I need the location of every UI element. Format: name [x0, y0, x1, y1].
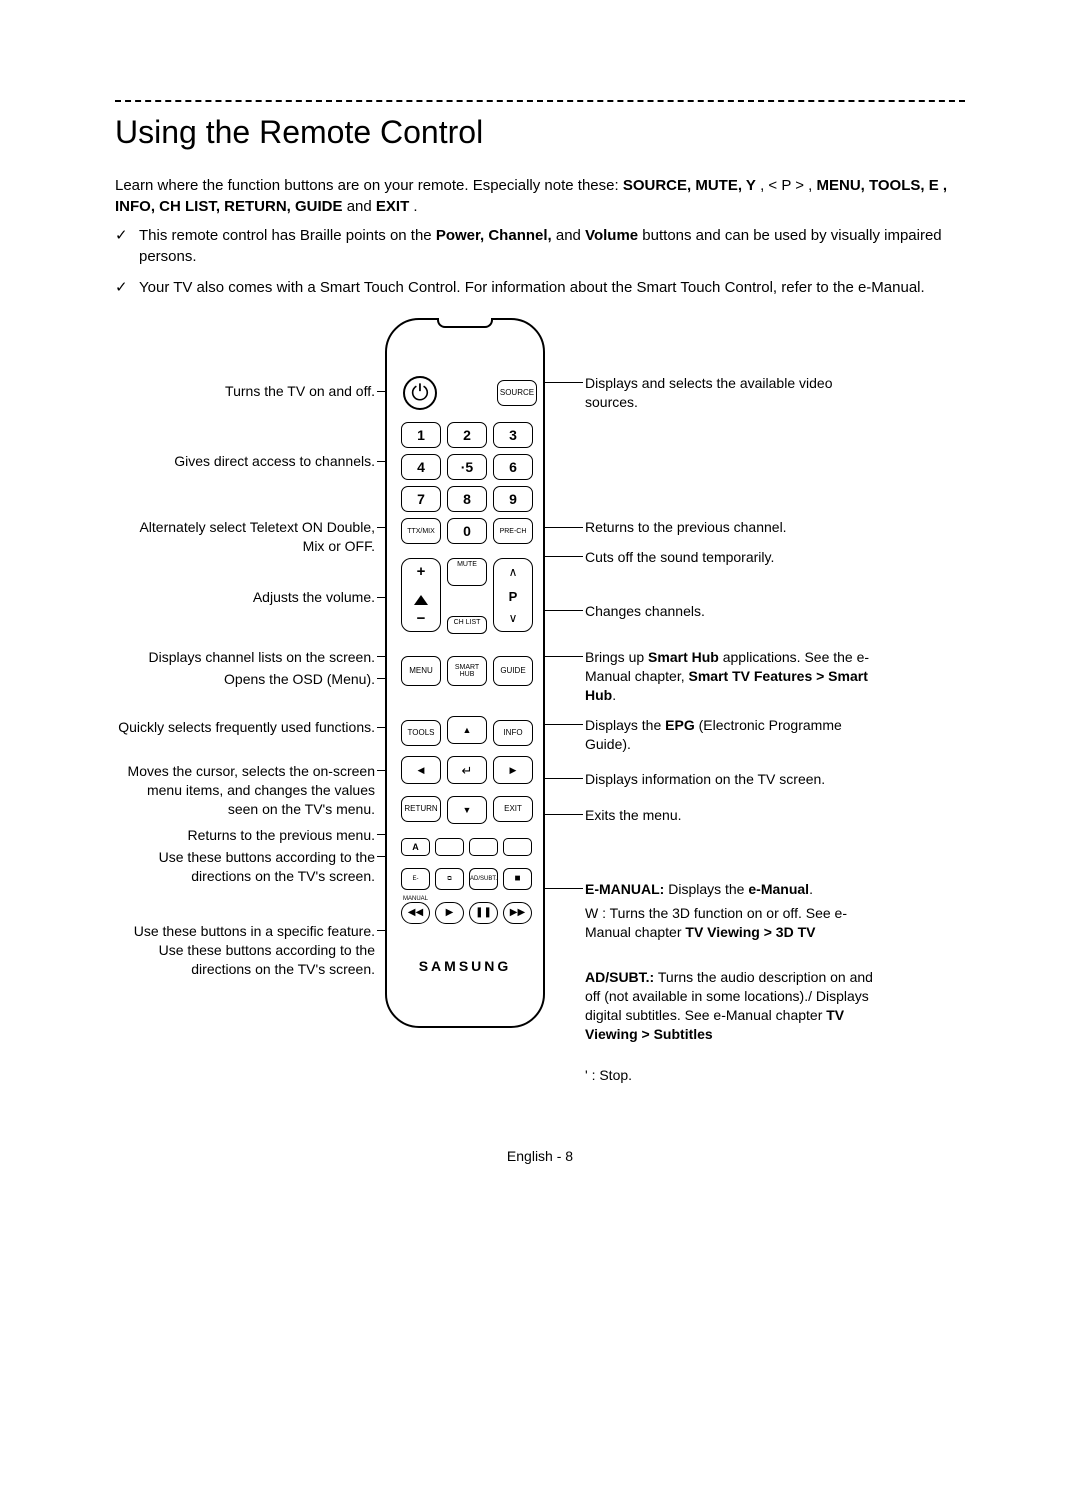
num-8: 8: [447, 486, 487, 512]
page-footer: English - 8: [115, 1148, 965, 1164]
callout-cursor: Moves the cursor, selects the on-screen …: [115, 762, 375, 819]
volume-rocker: [401, 558, 441, 632]
3d-button: ⧉: [435, 868, 464, 890]
guide-button: GUIDE: [493, 656, 533, 686]
down-arrow: [447, 796, 487, 824]
power-button: ⏻: [403, 376, 437, 410]
callout-prech: Returns to the previous channel.: [585, 518, 865, 537]
adsubt-button: AD/SUBT.: [469, 868, 498, 890]
remote-body: ⏻ SOURCE 1 2 3 4 ·5 6 7 8 9 TTX/MIX 0 PR…: [385, 318, 545, 1028]
play-button: ▶: [435, 902, 464, 924]
callout-return: Returns to the previous menu.: [115, 826, 375, 845]
num-6: 6: [493, 454, 533, 480]
callout-osd: Opens the OSD (Menu).: [115, 670, 375, 689]
ir-window: [437, 318, 493, 328]
callout-direct: Gives direct access to channels.: [115, 452, 375, 471]
callout-transport: Use these buttons in a specific feature.…: [115, 922, 375, 979]
chlist-button: CH LIST: [447, 616, 487, 634]
pause-button: ❚❚: [469, 902, 498, 924]
mute-button: MUTE: [447, 558, 487, 586]
callout-mute: Cuts off the sound temporarily.: [585, 548, 865, 567]
callout-adsubt: AD/SUBT.: Turns the audio description on…: [585, 968, 885, 1044]
callout-power: Turns the TV on and off.: [115, 382, 375, 401]
num-5: ·5: [447, 454, 487, 480]
channel-rocker: ∧P∨: [493, 558, 533, 632]
callout-smart: Brings up Smart Hub applications. See th…: [585, 648, 885, 705]
num-3: 3: [493, 422, 533, 448]
forward-button: ▶▶: [503, 902, 532, 924]
enter-button: ↵: [447, 756, 487, 784]
color-a: A: [401, 838, 430, 856]
callout-ttx: Alternately select Teletext ON Double, M…: [115, 518, 375, 556]
callout-chlist: Displays channel lists on the screen.: [115, 648, 375, 667]
top-border: [115, 100, 965, 102]
intro-prefix: Learn where the function buttons are on …: [115, 177, 623, 194]
samsung-logo: SAMSUNG: [387, 958, 543, 974]
callout-source: Displays and selects the available video…: [585, 374, 865, 412]
tools-button: TOOLS: [401, 720, 441, 746]
left-arrow: [401, 756, 441, 784]
bullet-2: Your TV also comes with a Smart Touch Co…: [115, 277, 965, 298]
callout-exit: Exits the menu.: [585, 806, 865, 825]
intro-mid: , < P > ,: [760, 177, 812, 194]
num-4: 4: [401, 454, 441, 480]
color-b: [435, 838, 464, 856]
callout-color: Use these buttons according to the direc…: [115, 848, 375, 886]
up-arrow: [447, 716, 487, 744]
callout-3d: W : Turns the 3D function on or off. See…: [585, 904, 885, 942]
stop-button: ■: [503, 868, 532, 890]
return-button: RETURN: [401, 796, 441, 822]
callout-stop: ' : Stop.: [585, 1066, 865, 1085]
ttx-button: TTX/MIX: [401, 518, 441, 544]
right-arrow: [493, 756, 533, 784]
callout-tools: Quickly selects frequently used function…: [115, 718, 375, 737]
color-d: [503, 838, 532, 856]
callout-ch: Changes channels.: [585, 602, 865, 621]
source-button: SOURCE: [497, 380, 537, 406]
intro-period: .: [413, 198, 417, 215]
menu-button: MENU: [401, 656, 441, 686]
smarthub-button: SMART HUB: [447, 656, 487, 686]
remote-diagram: Turns the TV on and off. Gives direct ac…: [115, 318, 965, 1108]
intro-after: and: [347, 198, 376, 215]
num-2: 2: [447, 422, 487, 448]
callout-emanual: E-MANUAL: Displays the e-Manual.: [585, 880, 885, 899]
intro-paragraph: Learn where the function buttons are on …: [115, 175, 965, 217]
prech-button: PRE-CH: [493, 518, 533, 544]
page-title: Using the Remote Control: [115, 114, 965, 151]
bullet-list: This remote control has Braille points o…: [115, 225, 965, 298]
info-button: INFO: [493, 720, 533, 746]
bullet-1: This remote control has Braille points o…: [115, 225, 965, 267]
num-0: 0: [447, 518, 487, 544]
callout-guide: Displays the EPG (Electronic Programme G…: [585, 716, 865, 754]
intro-exit: EXIT: [376, 198, 409, 215]
callout-info: Displays information on the TV screen.: [585, 770, 875, 789]
emanual-button: E-MANUAL: [401, 868, 430, 890]
rewind-button: ◀◀: [401, 902, 430, 924]
exit-button: EXIT: [493, 796, 533, 822]
num-9: 9: [493, 486, 533, 512]
callout-vol: Adjusts the volume.: [115, 588, 375, 607]
intro-keys-1: SOURCE, MUTE, Y: [623, 177, 756, 194]
color-c: [469, 838, 498, 856]
num-1: 1: [401, 422, 441, 448]
num-7: 7: [401, 486, 441, 512]
